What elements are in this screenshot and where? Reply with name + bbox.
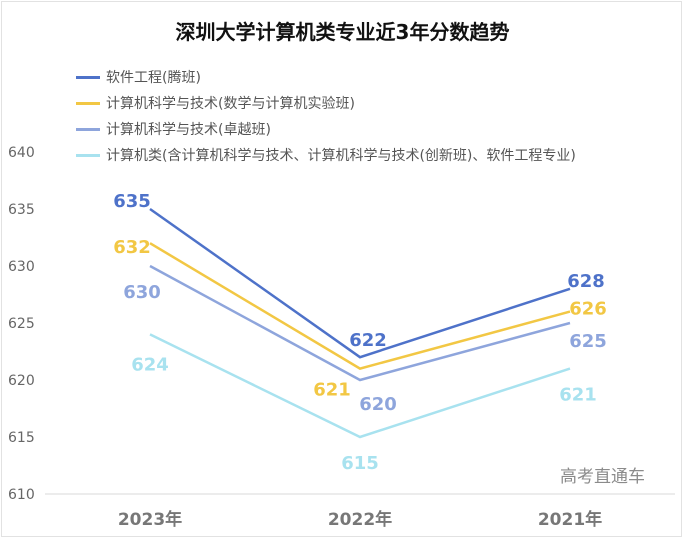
data-label: 628 [567, 271, 605, 292]
legend-item: 计算机科学与技术(卓越班) [76, 116, 576, 142]
x-tick-label: 2023年 [118, 509, 182, 530]
data-label: 625 [569, 331, 607, 352]
data-label: 630 [123, 282, 161, 303]
legend-swatch [76, 101, 100, 105]
chart-frame [1, 1, 682, 537]
series-line [149, 264, 571, 382]
data-label: 621 [559, 385, 597, 406]
x-tick-label: 2021年 [538, 509, 602, 530]
legend-swatch [76, 127, 100, 131]
data-label: 635 [113, 191, 151, 212]
y-tick-label: 640 [8, 145, 35, 161]
legend-label: 计算机科学与技术(卓越班) [106, 122, 271, 138]
data-label: 624 [131, 354, 169, 375]
y-tick-label: 615 [8, 430, 35, 446]
series-line [149, 207, 571, 359]
y-tick-label: 610 [8, 487, 35, 503]
legend-swatch [76, 75, 100, 79]
legend-item: 计算机类(含计算机科学与技术、计算机科学与技术(创新班)、软件工程专业) [76, 142, 576, 168]
legend-label: 软件工程(腾班) [106, 70, 201, 86]
y-tick-label: 630 [8, 259, 35, 275]
data-label: 621 [313, 380, 351, 401]
legend: 软件工程(腾班) 计算机科学与技术(数学与计算机实验班) 计算机科学与技术(卓越… [76, 64, 576, 168]
data-label: 632 [113, 237, 151, 258]
data-label: 620 [359, 394, 397, 415]
y-tick-label: 635 [8, 202, 35, 218]
x-tick-label: 2022年 [328, 509, 392, 530]
legend-item: 软件工程(腾班) [76, 64, 576, 90]
legend-label: 计算机科学与技术(数学与计算机实验班) [106, 96, 355, 112]
data-label: 626 [569, 299, 607, 320]
legend-label: 计算机类(含计算机科学与技术、计算机科学与技术(创新班)、软件工程专业) [106, 148, 576, 164]
y-tick-label: 620 [8, 373, 35, 389]
watermark: 高考直通车 [560, 467, 645, 487]
legend-swatch [76, 153, 100, 157]
series-line [149, 242, 571, 370]
chart-title: 深圳大学计算机类专业近3年分数趋势 [175, 20, 510, 44]
y-tick-label: 625 [8, 316, 35, 332]
data-label: 615 [341, 453, 379, 474]
legend-item: 计算机科学与技术(数学与计算机实验班) [76, 90, 576, 116]
series-line [149, 333, 571, 439]
data-label: 622 [349, 330, 387, 351]
